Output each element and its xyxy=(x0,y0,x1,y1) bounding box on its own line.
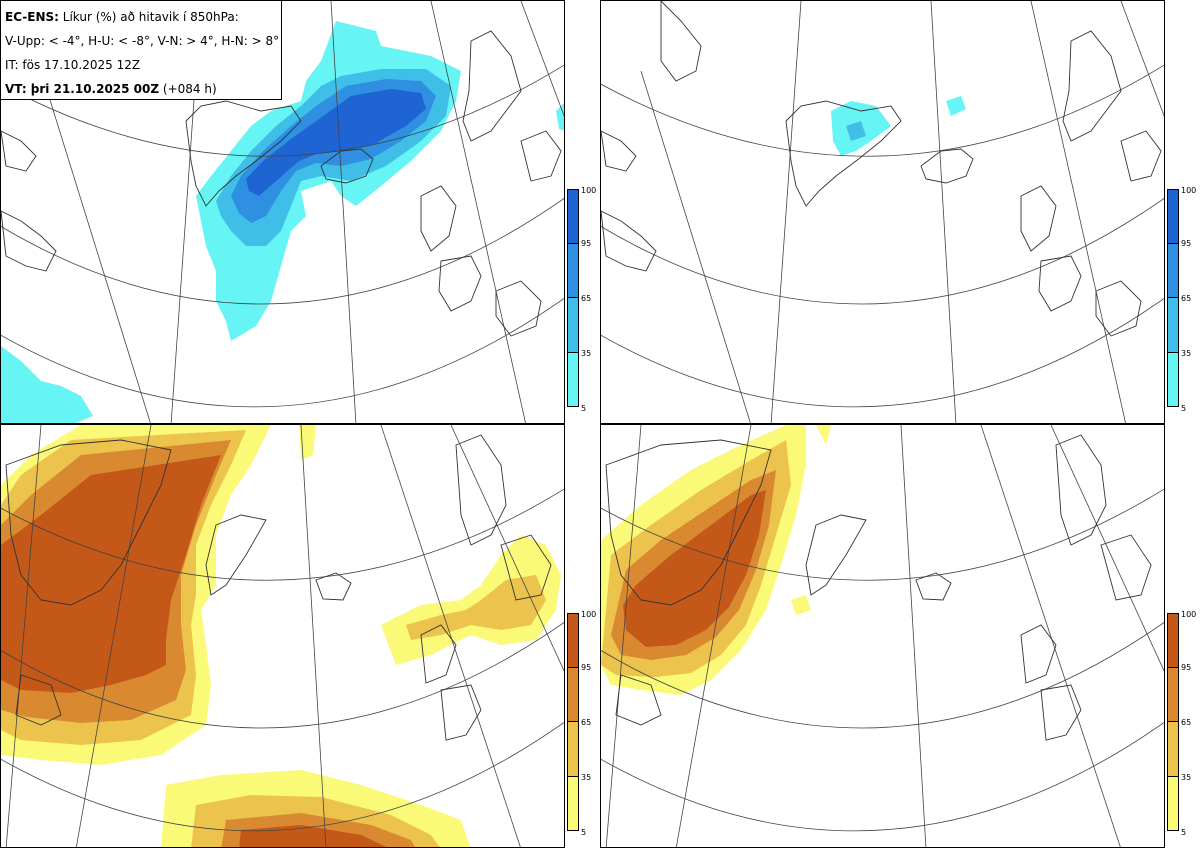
lead-time: (+084 h) xyxy=(159,82,217,96)
colorbar-segment xyxy=(567,721,579,777)
coastlines xyxy=(1,30,562,337)
valid-time-line: VT: þri 21.10.2025 00Z (+084 h) xyxy=(5,77,277,101)
map-canvas xyxy=(601,425,1164,847)
colorbar-segment xyxy=(567,667,579,722)
colorbar-segment xyxy=(567,352,579,407)
colorbar-segment xyxy=(1167,613,1179,668)
colorbar-segment xyxy=(1167,776,1179,831)
colorbar-segment xyxy=(1167,721,1179,777)
legend-info-box: EC-ENS: Líkur (%) að hitavik í 850hPa: V… xyxy=(0,0,282,100)
colorbar-cold-top-right: 100 95 65 35 5 xyxy=(1167,187,1200,417)
colorbar-tick-label: 95 xyxy=(581,663,592,672)
colorbar-warm-bottom-left: 100 95 65 35 5 xyxy=(567,611,601,841)
colorbar-tick-label: 35 xyxy=(581,773,592,782)
title-text: Líkur (%) að hitavik í 850hPa: xyxy=(58,10,239,24)
colorbar-tick-label: 65 xyxy=(1181,294,1192,303)
probability-field xyxy=(831,96,966,156)
colorbar-tick-label: 100 xyxy=(1181,186,1197,195)
colorbar-segment xyxy=(567,189,579,244)
latitude-circles xyxy=(601,488,1164,832)
colorbar-tick-label: 100 xyxy=(581,186,597,195)
latitude-circles xyxy=(1,488,564,832)
meridians xyxy=(605,425,1164,847)
colorbar-tick-label: 65 xyxy=(581,294,592,303)
colorbar-tick-label: 35 xyxy=(581,349,592,358)
colorbar-segment xyxy=(567,243,579,298)
colorbar-tick-label: 35 xyxy=(1181,349,1192,358)
map-canvas xyxy=(1,1,564,423)
map-panel-cold-4 xyxy=(0,0,565,424)
probability-field xyxy=(1,21,564,423)
coastlines xyxy=(605,434,1152,741)
colorbar-tick-label: 65 xyxy=(581,718,592,727)
colorbar-tick-label: 100 xyxy=(1181,610,1197,619)
colorbar-tick-label: 5 xyxy=(1181,828,1187,837)
map-canvas xyxy=(1,425,564,847)
latitude-circles xyxy=(601,64,1164,408)
map-panel-warm-4 xyxy=(0,424,565,848)
colorbar-segment xyxy=(1167,297,1179,353)
colorbar-segment xyxy=(567,776,579,831)
colorbar-segment xyxy=(1167,243,1179,298)
colorbar-segment xyxy=(1167,667,1179,722)
colorbar-segment xyxy=(567,297,579,353)
meridians xyxy=(5,425,564,847)
latitude-circles xyxy=(1,64,564,408)
colorbar-tick-label: 100 xyxy=(581,610,597,619)
coastlines xyxy=(601,1,1162,337)
colorbar-tick-label: 35 xyxy=(1181,773,1192,782)
colorbar-segment xyxy=(1167,352,1179,407)
colorbar-tick-label: 5 xyxy=(581,404,587,413)
colorbar-segment xyxy=(1167,189,1179,244)
colorbar-tick-label: 5 xyxy=(581,828,587,837)
map-panel-warm-8 xyxy=(600,424,1165,848)
colorbar-cold-top-left: 100 95 65 35 5 xyxy=(567,187,601,417)
colorbar-tick-label: 95 xyxy=(581,239,592,248)
meridians xyxy=(640,1,1164,423)
title-line: EC-ENS: Líkur (%) að hitavik í 850hPa: xyxy=(5,5,277,29)
coastlines xyxy=(5,434,552,741)
colorbar-tick-label: 65 xyxy=(1181,718,1192,727)
map-panel-cold-8 xyxy=(600,0,1165,424)
colorbar-tick-label: 95 xyxy=(1181,239,1192,248)
model-label: EC-ENS: xyxy=(5,10,59,24)
probability-field xyxy=(1,425,561,847)
thresholds-line: V-Upp: < -4°, H-U: < -8°, V-N: > 4°, H-N… xyxy=(5,34,280,48)
init-time: IT: fös 17.10.2025 12Z xyxy=(5,58,141,72)
valid-time: VT: þri 21.10.2025 00Z xyxy=(5,82,160,96)
colorbar-segment xyxy=(567,613,579,668)
colorbar-tick-label: 95 xyxy=(1181,663,1192,672)
probability-field xyxy=(601,425,831,695)
map-canvas xyxy=(601,1,1164,423)
colorbar-warm-bottom-right: 100 95 65 35 5 xyxy=(1167,611,1200,841)
colorbar-tick-label: 5 xyxy=(1181,404,1187,413)
